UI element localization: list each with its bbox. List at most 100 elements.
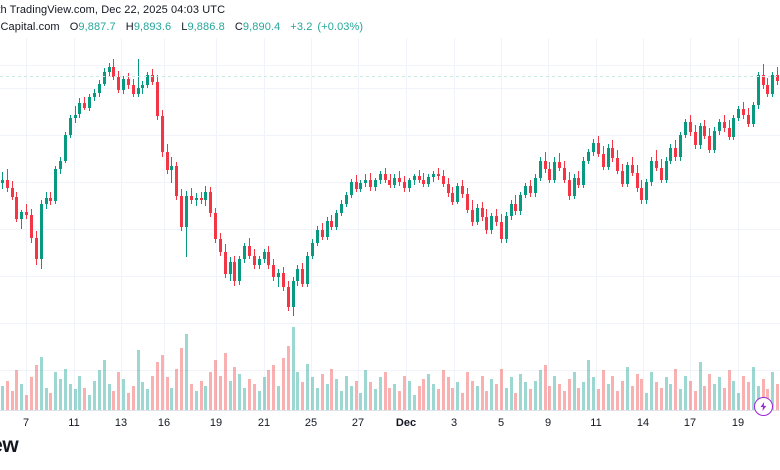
candle-body [151,75,155,82]
volume-bar [684,375,688,410]
candle-body [320,230,324,237]
volume-bar [485,391,489,410]
volume-bar [577,387,581,410]
volume-bar [679,389,683,410]
candle-body [582,160,586,185]
candle-body [703,126,707,136]
candle-body [432,173,436,177]
volume-bar [373,389,377,410]
volume-bar [674,368,678,410]
volume-bar [621,380,625,410]
vertical-gridline [406,38,407,410]
candle-wick [26,203,28,219]
time-axis[interactable]: 7 11 13 16 19 21 25 27 Dec 3 5 9 11 14 17 19 [0,410,780,437]
candle-body [54,169,58,201]
volume-bar [165,377,169,410]
volume-bar [73,389,77,410]
volume-bar [238,373,242,410]
candle-body [533,177,537,194]
horizontal-gridline [0,276,780,277]
vertical-gridline [596,38,597,410]
volume-bar [170,387,174,410]
volume-bar [68,384,72,410]
candle-body [165,152,169,171]
candle-body [751,105,755,124]
volume-bar [747,382,750,410]
volume-bar [538,370,542,410]
volume-bar [441,370,445,410]
volume-bar [301,382,305,410]
candle-body [277,272,281,278]
candle-body [160,116,164,153]
candle-body [611,147,615,159]
volume-bar [117,372,121,410]
lightning-bolt-icon[interactable] [754,397,773,416]
candle-body [131,85,135,94]
candle-body [543,160,547,170]
volume-bar [645,392,649,410]
volume-bar [175,368,179,410]
symbol-label[interactable]: 4h - Capital.com [0,21,60,33]
time-axis-tick: 11 [68,417,80,429]
volume-bar [427,373,431,410]
volume-bar [407,380,411,410]
candle-body [141,84,145,88]
volume-bar [708,373,712,410]
candle-body [698,126,702,146]
candle-body [97,83,101,94]
candle-body [296,268,300,282]
candle-body [214,212,218,239]
candle-body [373,180,377,188]
horizontal-gridline [0,135,780,136]
candle-body [68,117,72,136]
volume-bar [378,377,382,410]
volume-bar [141,382,145,410]
change-percent: (+0.03%) [317,21,364,33]
volume-bar [340,391,344,410]
candle-body [625,165,629,184]
volume-bar [417,385,421,410]
time-axis-tick: Dec [395,417,417,429]
volume-bar [369,382,373,410]
volume-bar [693,391,697,410]
volume-bar [92,380,96,410]
candle-body [388,179,392,185]
candle-body [175,165,179,196]
chart-plot-area[interactable] [0,38,780,410]
candle-body [262,252,266,260]
candle-body [63,135,67,161]
last-price-line [0,75,780,77]
candle-body [369,179,373,188]
vertical-gridline [548,38,549,410]
candle-body [59,160,63,170]
horizontal-gridline [0,88,780,89]
candle-body [243,246,247,260]
candle-body [596,142,600,154]
volume-bar [640,379,644,410]
volume-bar [422,379,426,410]
candle-body [480,207,484,218]
time-axis-tick: 3 [450,417,458,429]
candle-body [737,109,741,118]
volume-bar [519,373,523,410]
candle-body [456,186,460,202]
candle-body [146,75,150,85]
candle-body [122,79,126,90]
candle-body [0,179,4,183]
volume-bar [160,354,164,410]
horizontal-gridline [0,229,780,230]
candle-body [664,160,668,180]
volume-bar [39,356,43,410]
candle-body [548,169,552,180]
high-label: H [125,21,134,33]
volume-bar [776,384,780,410]
volume-bar [252,384,256,410]
volume-bar [548,385,552,410]
volume-bar [611,375,615,410]
time-axis-tick: 21 [257,417,271,429]
time-axis-tick: 17 [683,417,697,429]
candle-body [562,167,566,180]
volume-bar [136,349,140,410]
volume-bar [732,380,736,410]
volume-bar [761,379,765,410]
